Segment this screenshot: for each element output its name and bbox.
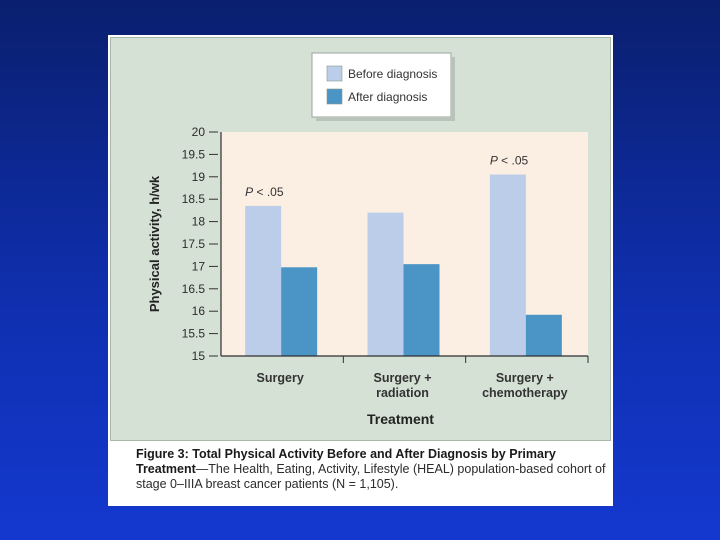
caption-title: Figure 3: Total Physical Activity Before… [136, 447, 556, 476]
y-tick-label: 15 [192, 349, 206, 363]
legend-label-after: After diagnosis [348, 90, 427, 104]
x-tick-label: Surgery + [496, 371, 554, 385]
y-tick-label: 18 [192, 215, 206, 229]
legend: Before diagnosis After diagnosis [311, 52, 455, 121]
bar-after-0 [281, 267, 318, 356]
y-tick-label: 18.5 [182, 192, 206, 206]
y-tick-label: 19 [192, 170, 206, 184]
x-tick-label: Surgery + [373, 371, 431, 385]
significance-annotation: P < .05 [245, 185, 284, 199]
plot-area: 15 15.5 16 16.5 17 17.5 18 18.5 19 19.5 20 Physical… [147, 125, 589, 427]
y-tick-label: 16 [192, 304, 206, 318]
y-tick-label: 17 [192, 259, 206, 273]
bar-after-1 [403, 264, 440, 356]
legend-label-before: Before diagnosis [348, 67, 437, 81]
caption-text: —The Health, Eating, Activity, Lifestyle… [136, 462, 606, 491]
x-axis-label: Treatment [367, 411, 434, 427]
x-tick-label: radiation [376, 386, 429, 400]
bar-before-0 [245, 205, 282, 356]
figure-card: Before diagnosis After diagnosis 15 15.5 16… [108, 35, 613, 506]
x-tick-label: chemotherapy [482, 386, 567, 400]
significance-annotation: P < .05 [490, 154, 529, 168]
y-tick-label: 17.5 [182, 237, 206, 251]
bar-before-2 [489, 174, 526, 356]
chart-panel: Before diagnosis After diagnosis 15 15.5 16… [110, 37, 611, 441]
legend-shadow [451, 57, 455, 121]
figure-caption: Figure 3: Total Physical Activity Before… [136, 447, 606, 492]
y-axis-label: Physical activity, h/wk [147, 175, 162, 312]
bar-chart: Before diagnosis After diagnosis 15 15.5 16… [147, 52, 589, 427]
legend-shadow [316, 117, 455, 121]
legend-box [311, 52, 452, 118]
x-tick-label: Surgery [257, 371, 304, 385]
bar-before-1 [367, 212, 404, 356]
y-tick-label: 16.5 [182, 282, 206, 296]
bar-after-2 [525, 314, 562, 356]
legend-swatch-before [326, 65, 343, 82]
y-tick-label: 20 [192, 125, 206, 139]
legend-swatch-after [326, 88, 343, 105]
y-tick-label: 19.5 [182, 147, 206, 161]
y-tick-label: 15.5 [182, 327, 206, 341]
